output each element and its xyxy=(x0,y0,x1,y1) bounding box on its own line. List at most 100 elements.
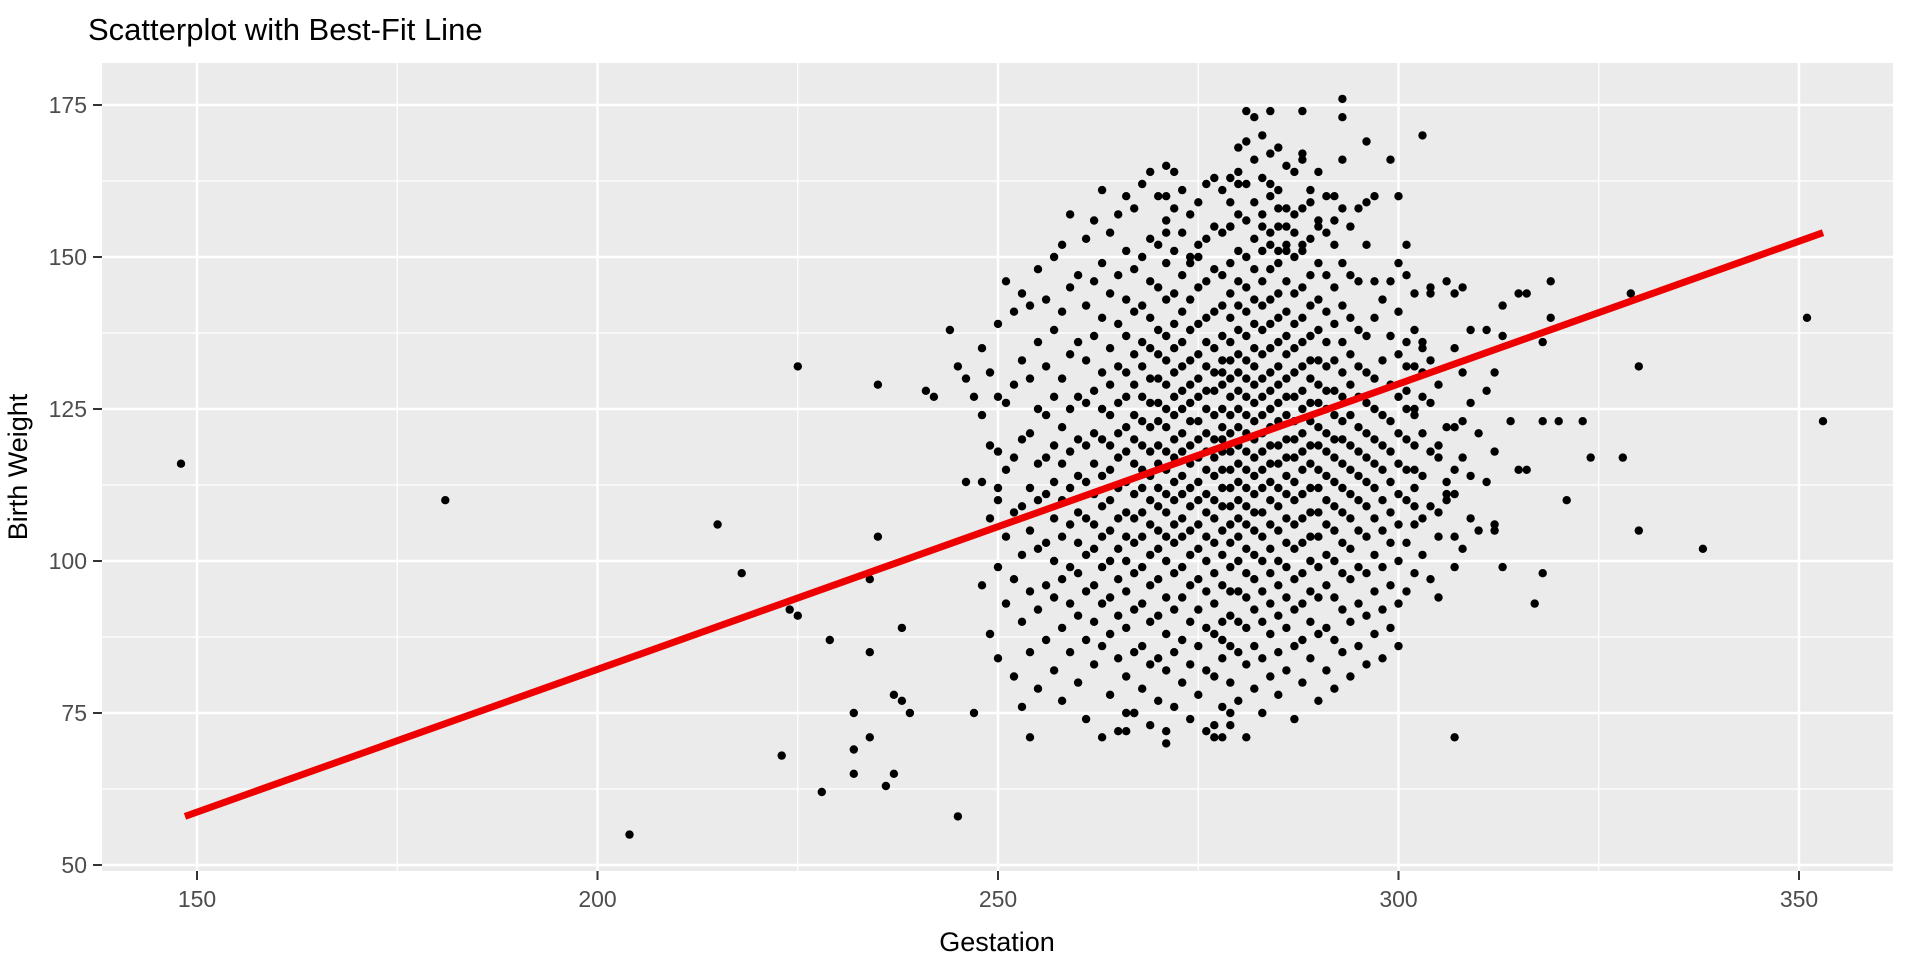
data-point xyxy=(1170,319,1179,329)
data-point xyxy=(1274,526,1283,535)
data-point xyxy=(1146,617,1155,626)
data-point xyxy=(1033,684,1043,693)
data-point xyxy=(1282,204,1291,213)
data-point xyxy=(1226,429,1235,438)
data-point xyxy=(1362,611,1371,620)
data-point xyxy=(1450,733,1459,742)
data-point xyxy=(1274,362,1283,371)
data-point xyxy=(1298,678,1307,687)
data-point xyxy=(1322,307,1331,316)
data-point xyxy=(1274,441,1283,450)
data-point xyxy=(1226,198,1235,207)
data-point xyxy=(1242,447,1251,456)
data-point xyxy=(1314,696,1323,705)
data-point xyxy=(1330,556,1339,566)
data-point xyxy=(1234,648,1243,657)
data-point xyxy=(1306,185,1315,195)
data-point xyxy=(1338,301,1347,310)
data-point xyxy=(1194,252,1203,262)
data-point xyxy=(1466,325,1475,335)
data-point xyxy=(1370,587,1379,596)
data-point xyxy=(1578,417,1587,426)
data-point xyxy=(1057,307,1067,316)
data-point xyxy=(1105,496,1115,505)
data-point xyxy=(1306,398,1315,408)
data-point xyxy=(1017,289,1027,298)
data-point xyxy=(1138,301,1147,310)
data-point xyxy=(1049,392,1059,401)
data-point xyxy=(1458,453,1467,462)
data-point xyxy=(1258,587,1267,596)
data-point xyxy=(1210,629,1219,639)
data-point xyxy=(889,690,899,699)
data-point xyxy=(1314,356,1323,365)
data-point xyxy=(1354,447,1363,456)
data-point xyxy=(1170,246,1179,256)
data-point xyxy=(1378,356,1387,365)
data-point xyxy=(1226,520,1235,529)
data-point xyxy=(1290,714,1299,724)
data-point xyxy=(1266,477,1275,487)
data-point xyxy=(1081,301,1091,310)
data-point xyxy=(1041,538,1051,547)
data-point xyxy=(1210,721,1219,730)
data-point xyxy=(1314,222,1323,231)
data-point xyxy=(1210,368,1219,377)
data-point xyxy=(1306,374,1315,383)
data-point xyxy=(1114,544,1123,553)
x-tick-label: 150 xyxy=(178,886,216,912)
data-point xyxy=(1234,496,1243,505)
data-point xyxy=(1146,344,1155,353)
data-point xyxy=(1242,569,1251,578)
data-point xyxy=(1802,313,1812,322)
data-point xyxy=(1218,301,1227,310)
data-point xyxy=(1410,289,1419,298)
data-point xyxy=(1162,532,1171,541)
data-point xyxy=(1041,410,1051,420)
data-point xyxy=(1394,392,1403,401)
data-point xyxy=(1330,593,1339,602)
data-point xyxy=(1338,368,1347,377)
data-point xyxy=(1033,265,1043,274)
data-point xyxy=(945,325,955,335)
data-point xyxy=(1266,544,1275,553)
data-point xyxy=(1033,404,1043,414)
data-point xyxy=(1330,192,1339,201)
data-point xyxy=(1065,562,1075,572)
data-point xyxy=(1266,295,1275,304)
data-point xyxy=(1306,617,1315,626)
data-point xyxy=(1282,435,1291,444)
data-point xyxy=(1138,532,1147,541)
data-point xyxy=(1226,641,1235,651)
data-point xyxy=(1218,617,1227,626)
data-point xyxy=(1162,629,1171,639)
data-point xyxy=(1386,538,1395,547)
data-point xyxy=(1322,666,1331,675)
data-point xyxy=(1330,319,1339,329)
data-point xyxy=(1065,599,1075,608)
data-point xyxy=(1234,368,1243,377)
data-point xyxy=(1073,435,1083,444)
data-point xyxy=(1258,392,1267,401)
data-point xyxy=(1057,459,1067,468)
data-point xyxy=(1290,496,1299,505)
data-point xyxy=(1122,587,1131,596)
data-point xyxy=(1314,532,1323,541)
data-point xyxy=(1146,581,1155,590)
data-point xyxy=(1025,301,1035,310)
data-point xyxy=(1242,544,1251,553)
data-point xyxy=(1258,246,1267,256)
data-point xyxy=(1282,514,1291,523)
data-point xyxy=(1162,489,1171,499)
data-point xyxy=(1338,113,1347,122)
data-point xyxy=(1202,489,1211,499)
data-point xyxy=(1258,210,1267,219)
data-point xyxy=(1346,617,1355,626)
data-point xyxy=(1258,410,1267,420)
data-point xyxy=(1378,295,1387,304)
data-point xyxy=(1130,380,1139,389)
data-point xyxy=(1105,465,1115,474)
data-point xyxy=(1186,295,1195,304)
data-point xyxy=(1394,258,1403,268)
data-point xyxy=(1210,569,1219,578)
